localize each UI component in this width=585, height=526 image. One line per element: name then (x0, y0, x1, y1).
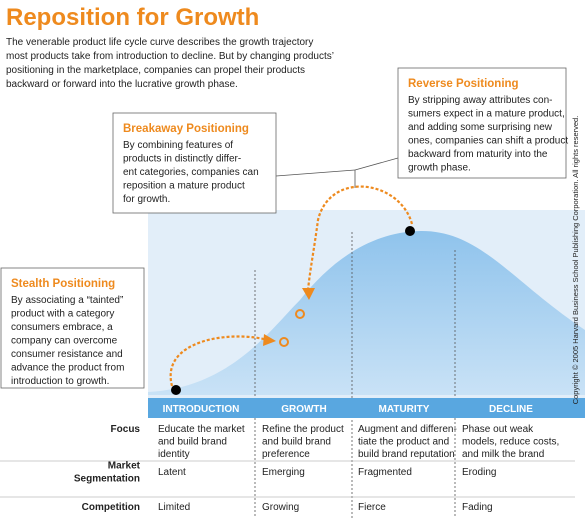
callout-line: advance the product from (11, 363, 124, 374)
stage-bar (148, 398, 585, 418)
cell-line: Fierce (358, 502, 386, 513)
stage-label: DECLINE (489, 404, 533, 415)
intro-line: positioning in the marketplace, companie… (6, 65, 305, 76)
callout-box (112, 112, 277, 214)
cell-line: Fragmented (358, 467, 412, 478)
row-label: Market (108, 461, 141, 472)
callout-line: company can overcome (11, 336, 118, 347)
cell-line: Eroding (462, 467, 496, 478)
callout-line: introduction to growth. (11, 376, 109, 387)
stage-dividers (254, 232, 456, 518)
arrows (169, 185, 414, 387)
cell-line: preference (262, 449, 310, 460)
cell-line: Augment and differen- (358, 424, 457, 435)
callout-title: Breakaway Positioning (123, 123, 249, 135)
callout-box (397, 67, 567, 179)
cell-line: Refine the product (262, 424, 344, 435)
callout-line: backward from maturity into the (408, 149, 548, 160)
cell-line: and build brand (262, 437, 331, 448)
connectors (275, 157, 399, 188)
copyright: Copyright © 2005 Harvard Business School… (571, 116, 580, 405)
title: Reposition for Growth (6, 4, 259, 31)
arrowheads (263, 288, 315, 346)
dot (171, 385, 181, 395)
callout-line: By stripping away attributes con- (408, 95, 553, 106)
callout-line: for growth. (123, 194, 170, 205)
callout-line: reposition a mature product (123, 181, 245, 192)
callout-line: products in distinctly differ- (123, 154, 241, 165)
cell-line: models, reduce costs, (462, 437, 559, 448)
dot (405, 226, 415, 236)
callout-line: ones, companies can shift a product (408, 136, 568, 147)
callout-title: Reverse Positioning (408, 78, 519, 90)
cell-line: Phase out weak (462, 424, 534, 435)
stage-label: INTRODUCTION (163, 404, 240, 415)
cell-line: tiate the product and (358, 437, 449, 448)
callout-line: ent categories, companies can (123, 167, 259, 178)
callout-line: consumer resistance and (11, 349, 123, 360)
callout-line: consumers embrace, a (11, 322, 113, 333)
callout-line: product with a category (11, 309, 114, 320)
cell-line: Latent (158, 467, 186, 478)
cell-line: and milk the brand (462, 449, 544, 460)
intro-line: most products take from introduction to … (6, 51, 334, 62)
callout-line: By combining features of (123, 140, 233, 151)
row-label: Segmentation (74, 474, 140, 485)
cell-line: Growing (262, 502, 299, 513)
callout-line: By associating a “tainted” (11, 295, 123, 306)
intro-line: backward or forward into the lucrative g… (6, 79, 238, 90)
callout-line: and adding some surprising new (408, 122, 553, 133)
rings (279, 309, 305, 347)
cell-line: Emerging (262, 467, 305, 478)
stage-label: MATURITY (379, 404, 430, 415)
intro-line: The venerable product life cycle curve d… (6, 37, 313, 48)
callout-line: growth phase. (408, 163, 471, 174)
cell-line: identity (158, 449, 190, 460)
cell-line: and build brand (158, 437, 227, 448)
cell-line: Limited (158, 502, 190, 513)
callout-line: sumers expect in a mature product, (408, 109, 565, 120)
life-cycle-curve (148, 230, 585, 395)
row-label: Focus (111, 424, 141, 435)
callout-box (0, 267, 145, 389)
row-label: Competition (82, 502, 140, 513)
cell-line: Fading (462, 502, 493, 513)
cell-line: Educate the market (158, 424, 245, 435)
cell-line: build brand reputation (358, 449, 455, 460)
callout-title: Stealth Positioning (11, 278, 115, 290)
stage-label: GROWTH (281, 404, 327, 415)
